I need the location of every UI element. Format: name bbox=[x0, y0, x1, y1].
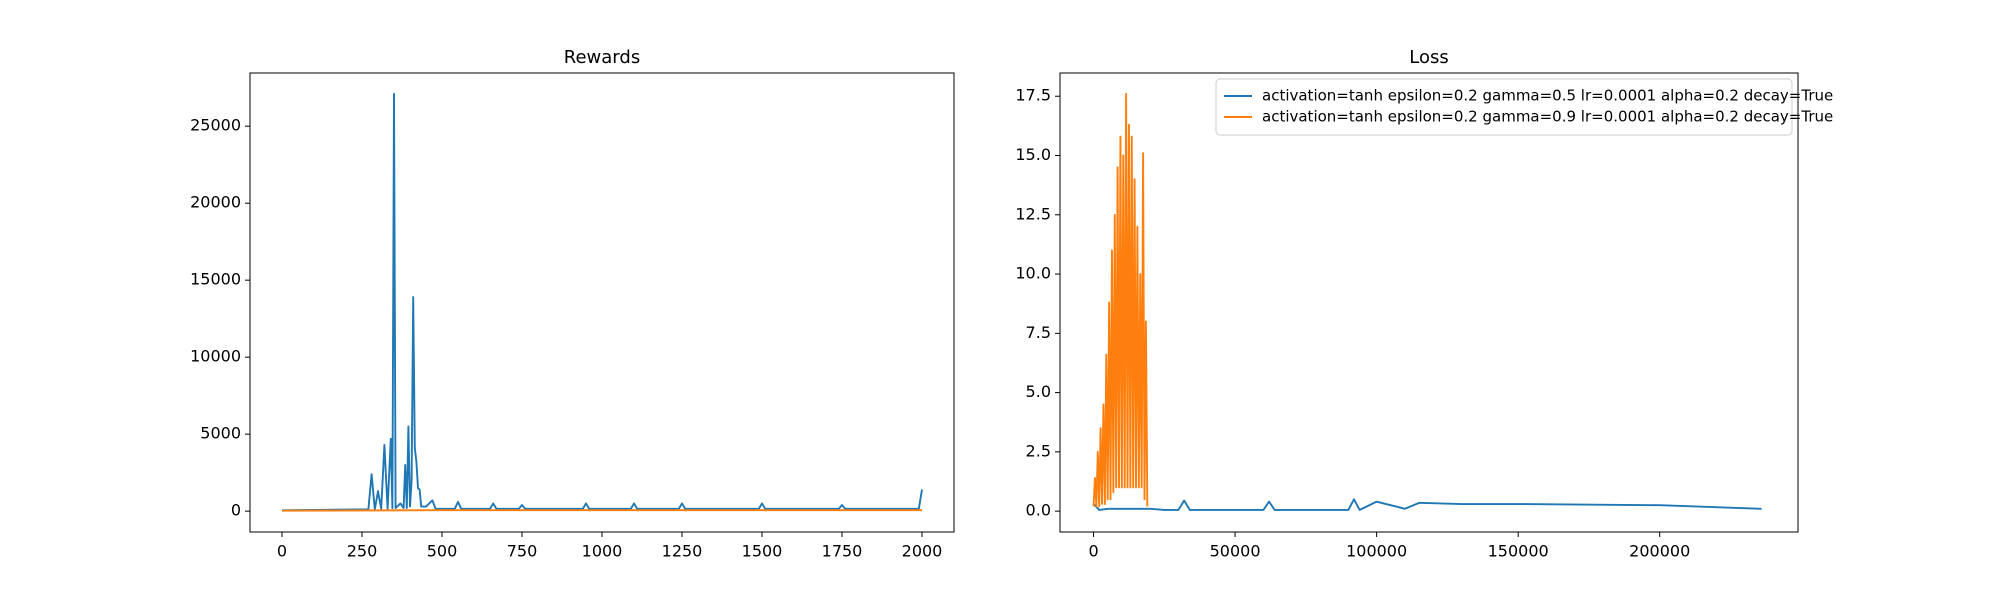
y-tick-label: 5.0 bbox=[1026, 382, 1051, 401]
x-tick-label: 250 bbox=[347, 542, 378, 561]
x-tick-label: 0 bbox=[1088, 542, 1098, 561]
y-tick-label: 17.5 bbox=[1015, 86, 1051, 105]
y-tick-label: 12.5 bbox=[1015, 204, 1051, 223]
x-tick-label: 1750 bbox=[822, 542, 863, 561]
x-tick-label: 100000 bbox=[1346, 542, 1407, 561]
x-tick-label: 50000 bbox=[1210, 542, 1261, 561]
chart-title: Loss bbox=[1409, 47, 1448, 68]
y-tick-label: 2.5 bbox=[1026, 441, 1051, 460]
x-tick-label: 1500 bbox=[742, 542, 783, 561]
y-tick-label: 10000 bbox=[190, 347, 241, 366]
axes-frame bbox=[1059, 72, 1799, 533]
y-tick-label: 10.0 bbox=[1015, 264, 1051, 283]
x-tick-label: 1000 bbox=[582, 542, 623, 561]
x-tick-label: 750 bbox=[507, 542, 538, 561]
y-tick-label: 15000 bbox=[190, 270, 241, 289]
x-tick-label: 1250 bbox=[662, 542, 703, 561]
data-line bbox=[281, 92, 923, 512]
data-line bbox=[1092, 498, 1762, 511]
legend-label: activation=tanh epsilon=0.2 gamma=0.9 lr… bbox=[1262, 108, 1833, 126]
x-tick-label: 2000 bbox=[902, 542, 943, 561]
x-tick-label: 150000 bbox=[1488, 542, 1549, 561]
chart-title: Rewards bbox=[564, 47, 640, 68]
y-tick-label: 0 bbox=[231, 501, 241, 520]
y-tick-label: 15.0 bbox=[1015, 145, 1051, 164]
x-tick-label: 500 bbox=[427, 542, 458, 561]
y-tick-label: 0.0 bbox=[1026, 501, 1051, 520]
y-tick-label: 7.5 bbox=[1026, 323, 1051, 342]
y-tick-label: 20000 bbox=[190, 193, 241, 212]
y-tick-label: 5000 bbox=[200, 424, 241, 443]
y-tick-label: 25000 bbox=[190, 116, 241, 135]
legend-box bbox=[1215, 78, 1793, 136]
x-tick-label: 0 bbox=[277, 542, 287, 561]
x-tick-label: 200000 bbox=[1629, 542, 1690, 561]
axes-frame bbox=[249, 72, 955, 533]
data-line bbox=[1092, 92, 1149, 508]
legend-label: activation=tanh epsilon=0.2 gamma=0.5 lr… bbox=[1262, 87, 1833, 105]
